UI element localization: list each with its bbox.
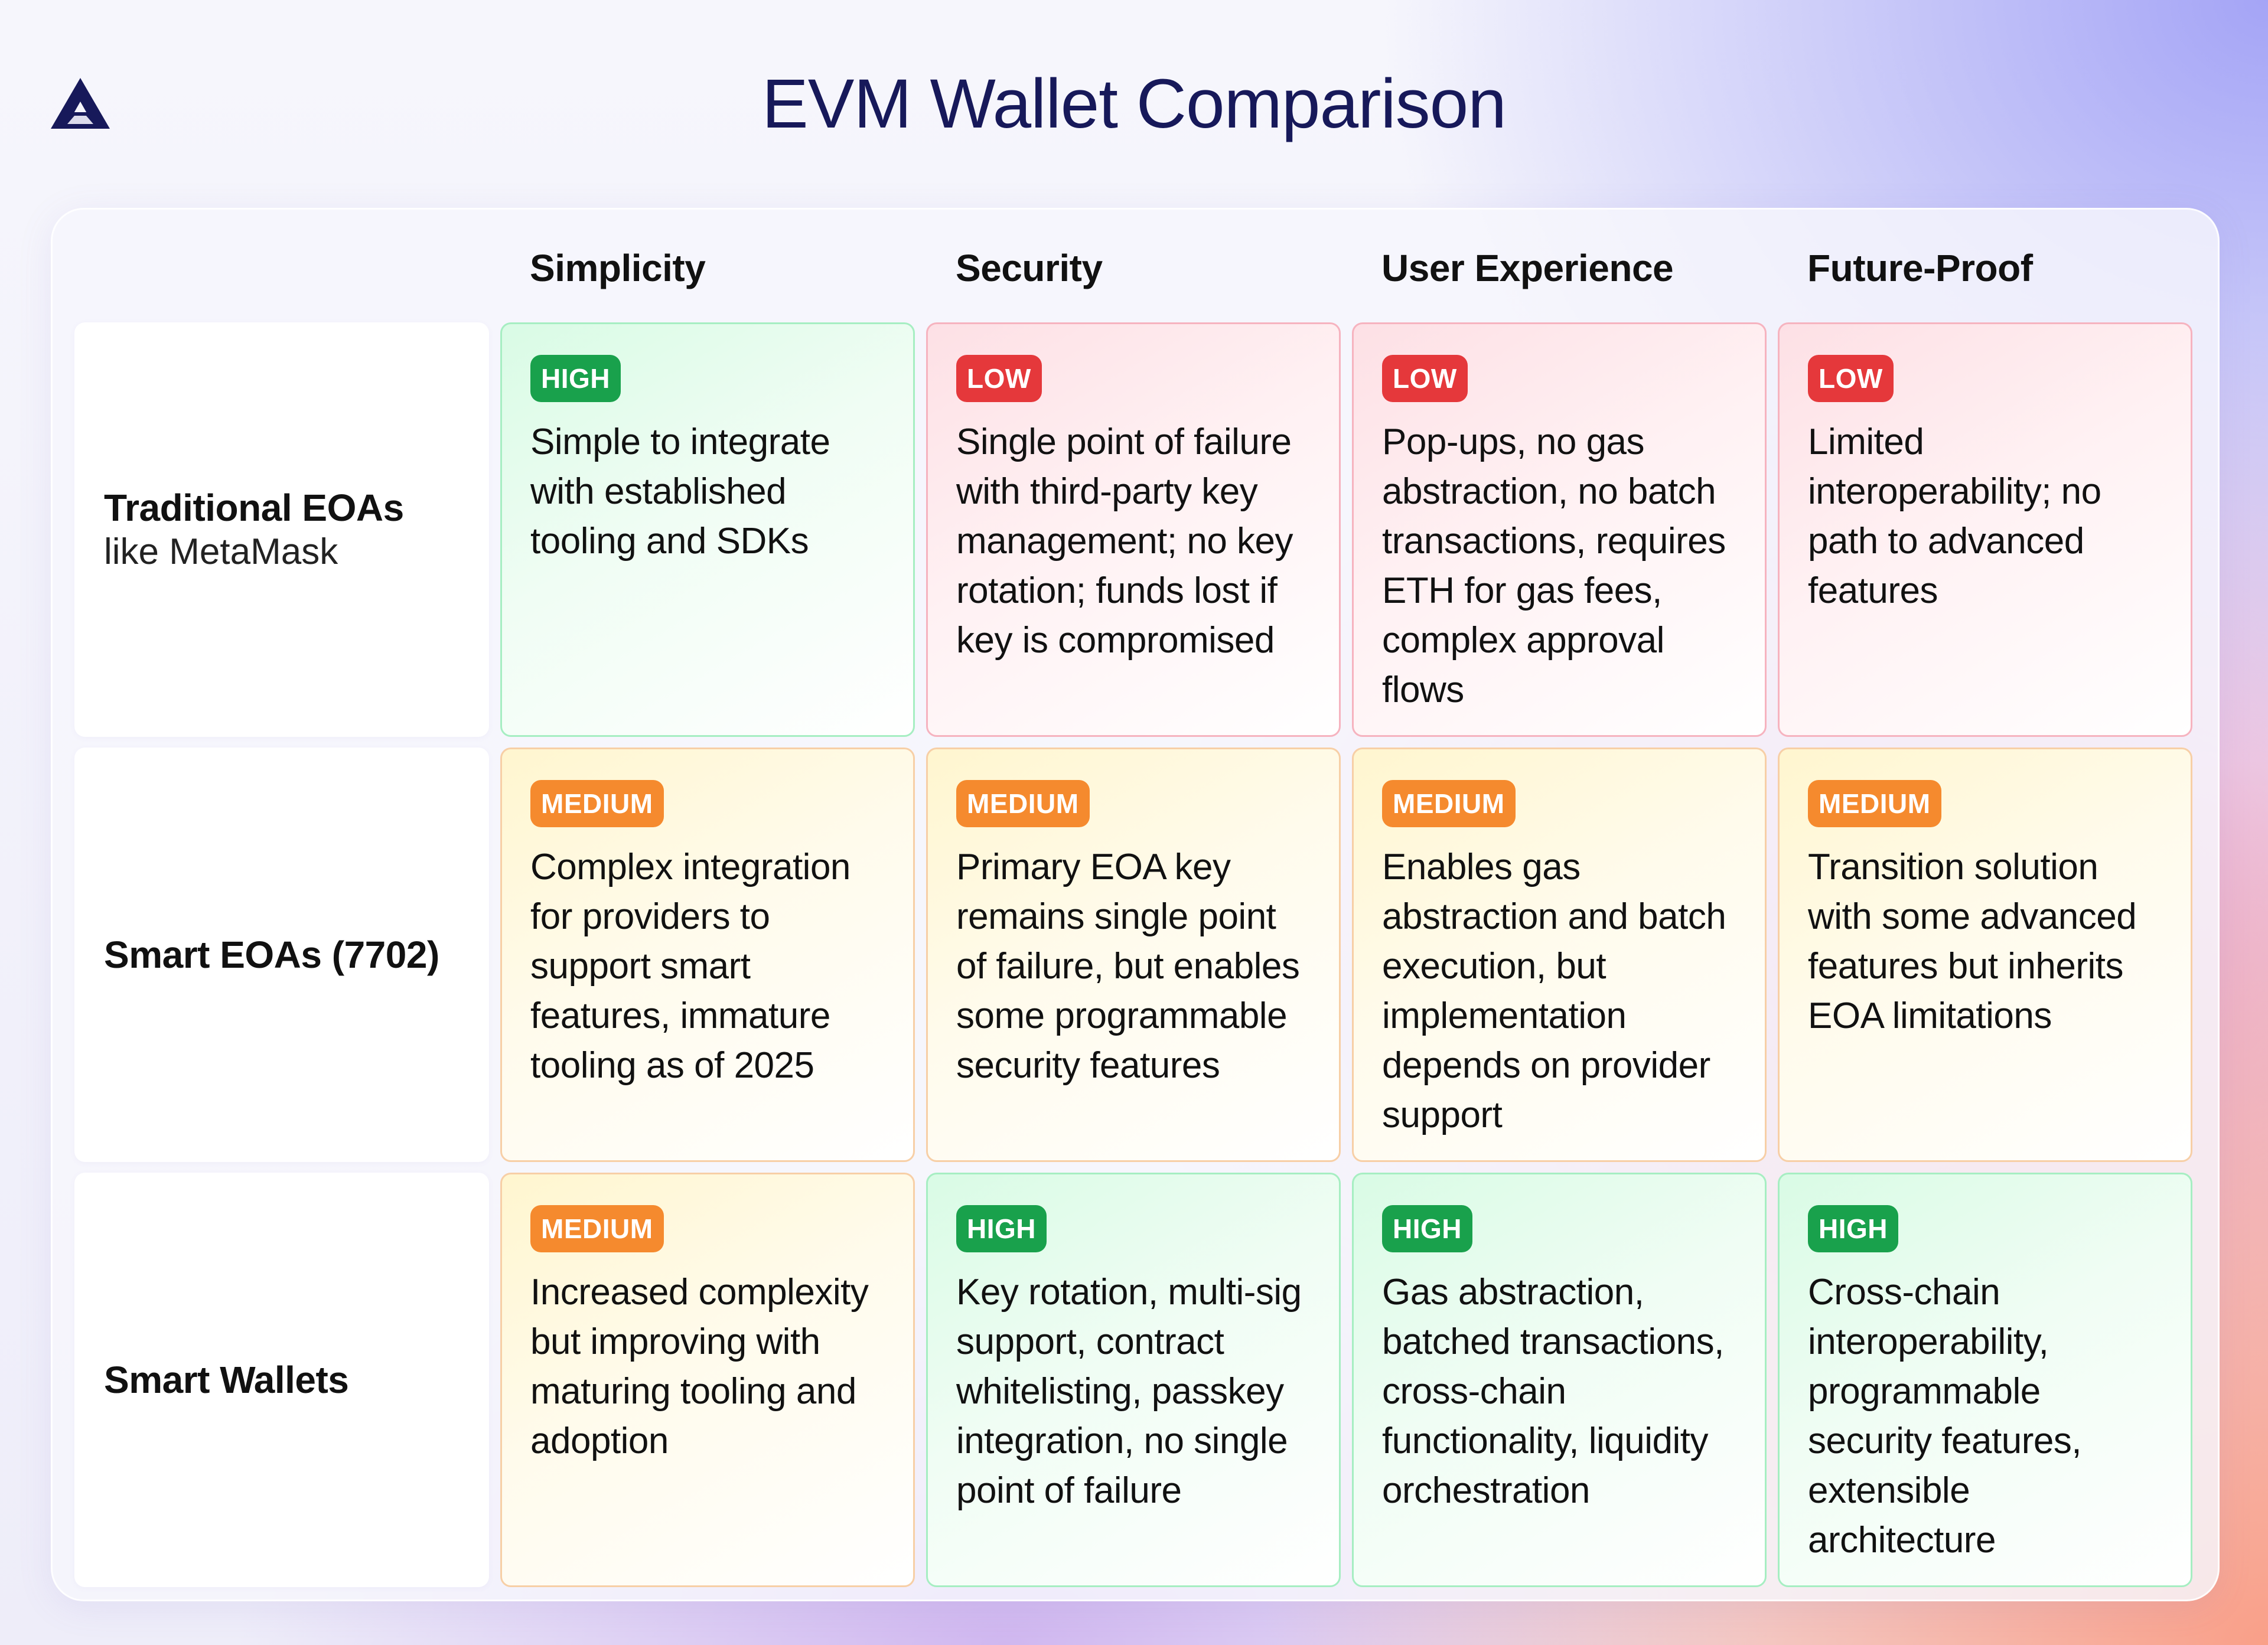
rating-badge: MEDIUM <box>1808 780 1941 827</box>
column-header-future-proof: Future-Proof <box>1807 247 2033 289</box>
rating-badge: HIGH <box>1808 1205 1898 1252</box>
cell-description: Primary EOA key remains single point of … <box>956 847 1300 1086</box>
rating-badge: HIGH <box>956 1205 1047 1252</box>
cell-description: Gas abstraction, batched transactions, c… <box>1382 1272 1724 1511</box>
cell-traditional-future-proof: LOW Limited interoperability; no path to… <box>1778 322 2192 737</box>
cell-traditional-user-experience: LOW Pop-ups, no gas abstraction, no batc… <box>1352 322 1767 737</box>
cell-description: Complex integration for providers to sup… <box>530 847 850 1086</box>
cell-traditional-simplicity: HIGH Simple to integrate with establishe… <box>500 322 915 737</box>
triangle-a-logo-icon <box>51 78 110 129</box>
cell-smart-wallets-future-proof: HIGH Cross-chain interoperability, progr… <box>1778 1173 2192 1587</box>
cell-smart-wallets-simplicity: MEDIUM Increased complexity but improvin… <box>500 1173 915 1587</box>
cell-description: Enables gas abstraction and batch execut… <box>1382 847 1726 1135</box>
cell-description: Simple to integrate with established too… <box>530 422 830 562</box>
cell-description: Limited interoperability; no path to adv… <box>1808 422 2101 611</box>
cell-smart-wallets-user-experience: HIGH Gas abstraction, batched transactio… <box>1352 1173 1767 1587</box>
row-name: Traditional EOAs <box>104 487 404 529</box>
cell-description: Key rotation, multi-sig support, contrac… <box>956 1272 1302 1511</box>
row-header-smart-eoas: Smart EOAs (7702) <box>74 748 489 1162</box>
row-subtitle: like MetaMask <box>104 531 338 572</box>
rating-badge: MEDIUM <box>530 1205 664 1252</box>
cell-smart-eoas-future-proof: MEDIUM Transition solution with some adv… <box>1778 748 2192 1162</box>
row-header-smart-wallets: Smart Wallets <box>74 1173 489 1587</box>
page-title: EVM Wallet Comparison <box>762 65 1507 143</box>
rating-badge: LOW <box>1808 355 1894 402</box>
cell-smart-eoas-simplicity: MEDIUM Complex integration for providers… <box>500 748 915 1162</box>
cell-traditional-security: LOW Single point of failure with third-p… <box>926 322 1341 737</box>
rating-badge: MEDIUM <box>1382 780 1516 827</box>
rating-badge: HIGH <box>530 355 621 402</box>
row-name: Smart EOAs (7702) <box>104 934 439 976</box>
row-header-traditional-eoas: Traditional EOAs like MetaMask <box>74 322 489 737</box>
rating-badge: MEDIUM <box>956 780 1090 827</box>
cell-description: Single point of failure with third-party… <box>956 422 1293 661</box>
cell-description: Transition solution with some advanced f… <box>1808 847 2137 1036</box>
rating-badge: MEDIUM <box>530 780 664 827</box>
rating-badge: HIGH <box>1382 1205 1472 1252</box>
comparison-table: Simplicity Security User Experience Futu… <box>74 224 2195 1587</box>
cell-smart-eoas-user-experience: MEDIUM Enables gas abstraction and batch… <box>1352 748 1767 1162</box>
column-header-security: Security <box>956 247 1103 289</box>
cell-smart-eoas-security: MEDIUM Primary EOA key remains single po… <box>926 748 1341 1162</box>
cell-description: Cross-chain interoperability, programmab… <box>1808 1272 2082 1561</box>
cell-description: Increased complexity but improving with … <box>530 1272 869 1461</box>
corner-cell <box>74 224 489 312</box>
cell-smart-wallets-security: HIGH Key rotation, multi-sig support, co… <box>926 1173 1341 1587</box>
column-header-user-experience: User Experience <box>1381 247 1674 289</box>
cell-description: Pop-ups, no gas abstraction, no batch tr… <box>1382 422 1726 710</box>
row-name: Smart Wallets <box>104 1359 349 1401</box>
rating-badge: LOW <box>956 355 1042 402</box>
column-header-simplicity: Simplicity <box>530 247 706 289</box>
rating-badge: LOW <box>1382 355 1468 402</box>
